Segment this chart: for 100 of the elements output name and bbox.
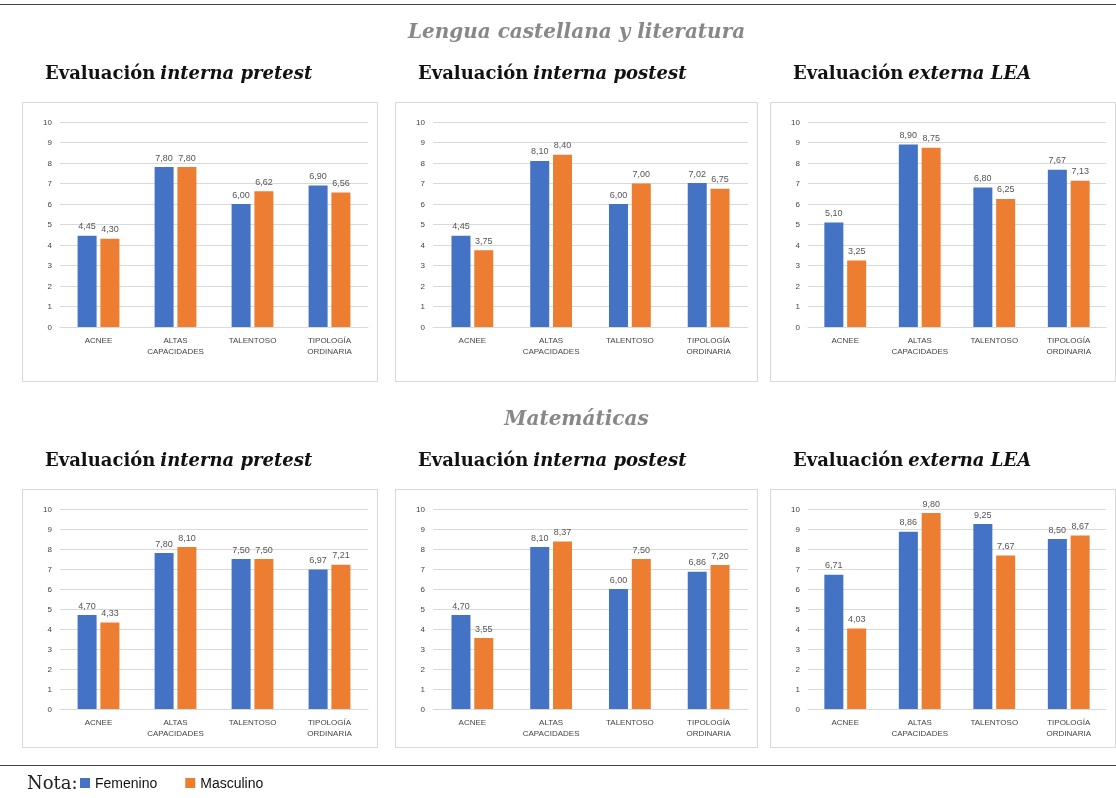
y-tick-label: 5: [420, 220, 426, 229]
y-tick-label: 1: [795, 684, 801, 694]
y-tick-label: 10: [416, 504, 426, 514]
data-label: 6,25: [996, 184, 1015, 195]
y-tick-label: 10: [43, 504, 53, 514]
bar: [710, 188, 730, 327]
bar: [608, 589, 628, 709]
bar: [308, 569, 328, 709]
x-tick-label: ACNEE: [458, 718, 487, 727]
y-tick-label: 1: [47, 684, 53, 694]
y-tick-label: 10: [791, 504, 801, 514]
data-label: 8,10: [530, 146, 549, 157]
y-tick-label: 7: [795, 564, 801, 574]
data-label: 9,25: [974, 509, 992, 520]
data-label: 8,10: [178, 532, 196, 543]
data-label: 7,02: [688, 168, 706, 179]
x-tick-label: ACNEE: [831, 336, 860, 345]
y-tick-label: 2: [420, 664, 426, 674]
y-tick-label: 7: [420, 564, 426, 574]
data-label: 8,90: [899, 130, 918, 141]
data-label: 4,45: [452, 221, 470, 232]
bar: [177, 167, 197, 327]
y-tick-label: 10: [43, 117, 53, 127]
bar: [824, 222, 844, 327]
bar: [77, 615, 97, 709]
y-tick-label: 5: [420, 604, 426, 614]
bar: [687, 571, 707, 709]
bar: [710, 565, 730, 709]
y-tick-label: 2: [795, 664, 801, 674]
y-tick-label: 8: [420, 158, 426, 168]
x-tick-label: TALENTOSO: [970, 718, 1019, 727]
legend-label: Masculino: [200, 775, 264, 791]
data-label: 8,67: [1071, 521, 1089, 532]
y-tick-label: 3: [795, 261, 801, 270]
y-tick-label: 8: [795, 158, 801, 168]
bar: [898, 531, 918, 709]
bar: [154, 167, 174, 327]
bar: [1070, 535, 1090, 709]
y-tick-label: 6: [420, 199, 426, 209]
data-label: 4,70: [452, 600, 470, 611]
bar: [553, 541, 573, 709]
data-label: 7,80: [155, 152, 173, 163]
y-tick-label: 7: [47, 179, 53, 188]
y-tick-label: 6: [420, 584, 426, 594]
bar: [921, 147, 941, 327]
data-label: 7,00: [632, 169, 651, 179]
data-label: 5,10: [825, 207, 843, 218]
y-tick-label: 7: [795, 179, 801, 188]
bar: [474, 250, 494, 327]
data-label: 8,50: [1048, 524, 1067, 535]
chart-title: Evaluación externa LEA: [793, 448, 1032, 470]
x-tick-label: ACNEE: [84, 336, 113, 345]
x-tick-label: TIPOLOGÍA ORDINARIA: [307, 718, 353, 738]
x-tick-label: TIPOLOGÍA ORDINARIA: [1046, 718, 1092, 738]
bar: [231, 559, 251, 709]
data-label: 7,67: [996, 541, 1015, 552]
bar: [308, 185, 328, 327]
chart-title: Evaluación interna pretest: [45, 448, 313, 470]
y-tick-label: 0: [420, 322, 426, 332]
bar: [631, 183, 651, 327]
bar: [898, 144, 918, 327]
y-tick-label: 4: [795, 240, 801, 250]
legend-label: Femenino: [95, 775, 158, 791]
y-tick-label: 4: [795, 624, 801, 634]
x-tick-label: TALENTOSO: [606, 718, 654, 727]
y-tick-label: 6: [795, 584, 801, 594]
x-tick-label: ALTAS CAPACIDADES: [522, 336, 580, 356]
y-tick-label: 8: [795, 544, 801, 554]
y-tick-label: 3: [420, 644, 426, 654]
x-tick-label: ALTAS CAPACIDADES: [147, 718, 204, 738]
data-label: 4,70: [78, 600, 96, 611]
y-tick-label: 9: [420, 138, 426, 147]
y-tick-label: 4: [47, 240, 53, 250]
bar: [847, 260, 867, 327]
bar: [847, 628, 867, 709]
x-tick-label: TALENTOSO: [228, 336, 277, 345]
x-tick-label: TALENTOSO: [970, 336, 1019, 345]
data-label: 6,00: [609, 574, 628, 585]
data-label: 3,55: [475, 623, 493, 634]
bar: [530, 547, 550, 709]
bar: [687, 183, 707, 327]
y-tick-label: 8: [420, 544, 426, 554]
data-label: 6,62: [255, 176, 273, 187]
y-tick-label: 1: [420, 302, 426, 311]
y-tick-label: 0: [420, 704, 426, 714]
text: Nota:: [27, 771, 78, 793]
data-label: 7,67: [1048, 155, 1067, 166]
y-tick-label: 1: [795, 302, 801, 311]
y-tick-label: 3: [795, 644, 801, 654]
x-tick-label: ACNEE: [831, 718, 860, 727]
x-tick-label: ALTAS CAPACIDADES: [147, 336, 204, 356]
y-tick-label: 1: [47, 302, 53, 311]
x-tick-label: TALENTOSO: [228, 718, 277, 727]
y-tick-label: 3: [47, 261, 53, 270]
bar: [451, 615, 471, 709]
x-tick-label: ALTAS CAPACIDADES: [522, 718, 580, 738]
data-label: 7,20: [711, 550, 729, 561]
data-label: 7,50: [255, 544, 273, 555]
data-label: 6,56: [332, 178, 350, 189]
y-tick-label: 7: [47, 564, 53, 574]
